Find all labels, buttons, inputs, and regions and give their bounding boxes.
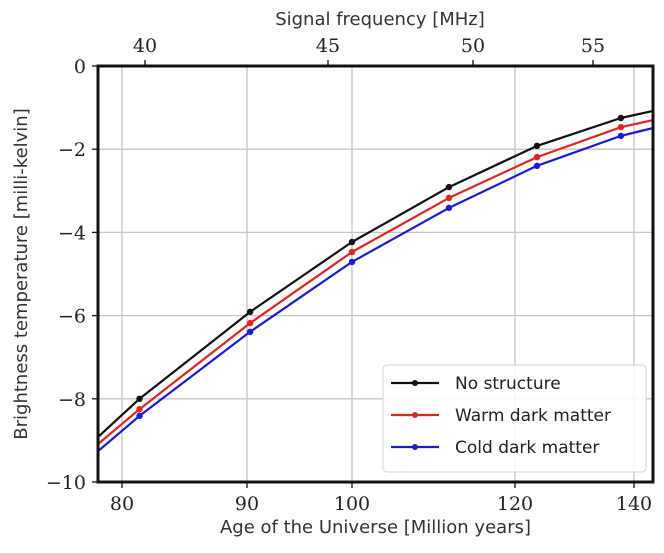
- legend-label: Warm dark matter: [455, 406, 611, 426]
- y-tick-label: −6: [58, 306, 86, 328]
- y-tick-label: −10: [46, 472, 86, 494]
- y-tick-label: 0: [74, 56, 86, 78]
- data-point-warm-dark-matter: [246, 319, 254, 327]
- data-point-warm-dark-matter: [348, 248, 356, 256]
- data-point-no-structure: [617, 114, 625, 122]
- data-point-no-structure: [445, 183, 453, 191]
- top-axis-title: Signal frequency [MHz]: [275, 9, 485, 30]
- data-point-cold-dark-matter: [348, 258, 356, 266]
- y-tick-label: −4: [58, 222, 86, 244]
- y-tick-label: −8: [58, 389, 86, 411]
- data-point-cold-dark-matter: [445, 204, 453, 212]
- plot-frame: [96, 64, 655, 484]
- top-tick-label: 45: [316, 35, 340, 57]
- legend-item-no-structure: No structure: [391, 374, 561, 394]
- top-tick-label: 55: [581, 35, 605, 57]
- ticks: 80 90 100 120 140 40 45 50 55 0 −2 −4 −6 −8 −10: [46, 35, 652, 515]
- data-point-no-structure: [348, 238, 356, 246]
- data-point-warm-dark-matter: [136, 406, 143, 413]
- x-axis-title: Age of the Universe [Million years]: [220, 517, 531, 538]
- legend-item-cold-dark-matter: Cold dark matter: [391, 438, 599, 458]
- series-cold-dark-matter: [97, 126, 654, 453]
- top-tick-label: 50: [461, 35, 485, 57]
- x-tick-label: 100: [334, 493, 370, 515]
- legend-label: Cold dark matter: [455, 438, 599, 458]
- legend: No structure Warm dark matter Cold dark ma…: [382, 364, 647, 473]
- data-point-cold-dark-matter: [136, 412, 143, 420]
- series-warm-dark-matter: [97, 119, 654, 445]
- x-tick-label: 140: [616, 493, 652, 515]
- data-point-no-structure: [246, 308, 254, 316]
- legend-marker-icon: [412, 412, 418, 418]
- series-line-no-structure: [97, 109, 654, 438]
- series-group: [97, 109, 654, 453]
- x-tick-label: 120: [497, 493, 533, 515]
- legend-label: No structure: [455, 374, 561, 394]
- y-axis-title: Brightness temperature [milli-kelvin]: [11, 108, 32, 439]
- data-point-no-structure: [533, 142, 541, 150]
- series-no-structure: [97, 109, 654, 438]
- data-point-no-structure: [136, 395, 143, 402]
- data-point-cold-dark-matter: [617, 132, 625, 140]
- series-line-cold-dark-matter: [97, 126, 654, 453]
- x-tick-label: 90: [235, 493, 259, 515]
- y-tick-label: −2: [58, 139, 86, 161]
- data-point-cold-dark-matter: [246, 328, 254, 336]
- legend-marker-icon: [412, 444, 418, 450]
- series-line-warm-dark-matter: [97, 119, 654, 445]
- legend-marker-icon: [412, 380, 418, 386]
- legend-box: [382, 364, 647, 473]
- legend-item-warm-dark-matter: Warm dark matter: [391, 406, 611, 426]
- data-point-cold-dark-matter: [533, 162, 541, 170]
- x-tick-label: 80: [110, 493, 134, 515]
- top-tick-label: 40: [133, 35, 157, 57]
- data-point-warm-dark-matter: [617, 123, 625, 131]
- data-point-warm-dark-matter: [445, 194, 453, 202]
- data-point-warm-dark-matter: [533, 153, 541, 161]
